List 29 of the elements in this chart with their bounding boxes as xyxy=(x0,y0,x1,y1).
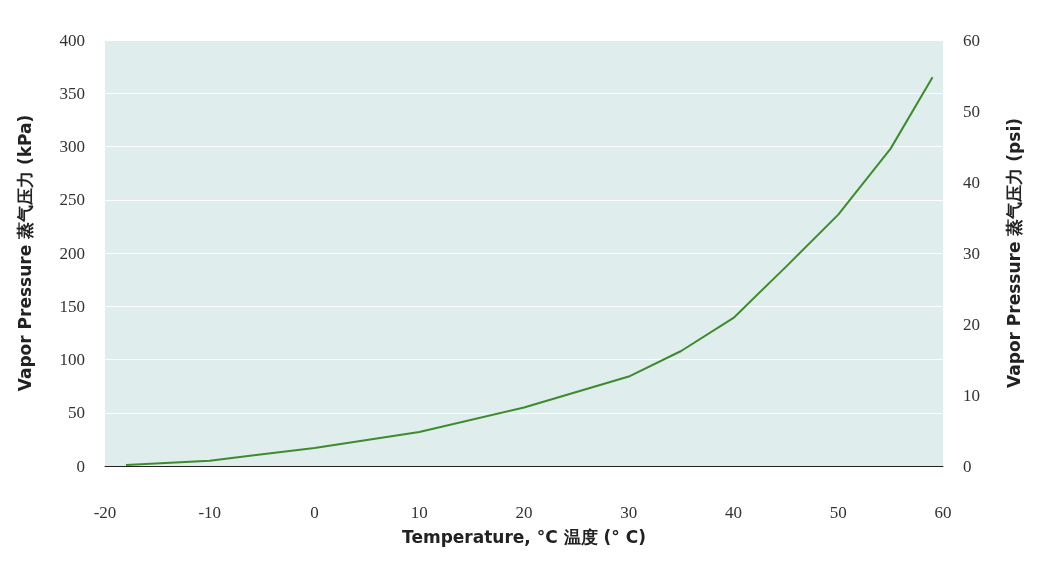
y-tick-label: 350 xyxy=(59,83,85,103)
y-tick-label: 50 xyxy=(68,403,85,423)
y-tick-label: 250 xyxy=(59,190,85,210)
x-tick-label: 60 xyxy=(934,503,952,522)
x-axis-title: Temperature, °C 温度 (° C) xyxy=(402,526,646,547)
x-tick-label: -10 xyxy=(198,503,222,522)
y2-tick-label: 50 xyxy=(963,101,980,121)
x-tick-label: -20 xyxy=(93,503,117,522)
y2-tick-label: 10 xyxy=(963,385,980,405)
x-tick-label: 30 xyxy=(620,503,638,522)
x-tick-label: 10 xyxy=(410,503,428,522)
y-tick-label: 300 xyxy=(59,137,85,156)
x-tick-label: 50 xyxy=(829,503,847,522)
y2-axis-title: Vapor Pressure 蒸气压力 (psi) xyxy=(1003,118,1024,388)
y-tick-label: 0 xyxy=(76,456,85,476)
y-tick-label: 400 xyxy=(59,30,85,50)
y2-tick-label: 0 xyxy=(963,456,972,476)
y2-tick-label: 40 xyxy=(963,172,980,192)
y-tick-label: 150 xyxy=(59,296,85,316)
x-tick-label: 40 xyxy=(725,503,742,522)
y2-tick-label: 60 xyxy=(963,30,980,50)
line-series xyxy=(124,76,934,466)
y-axis-title: Vapor Pressure 蒸气压力 (kPa) xyxy=(14,114,35,392)
y-tick-label: 100 xyxy=(59,350,85,369)
y-tick-label: 200 xyxy=(59,243,85,263)
x-tick-label: 20 xyxy=(515,503,533,522)
y2-tick-label: 20 xyxy=(963,314,980,334)
y2-tick-label: 30 xyxy=(963,243,980,263)
x-tick-label: 0 xyxy=(310,503,319,522)
